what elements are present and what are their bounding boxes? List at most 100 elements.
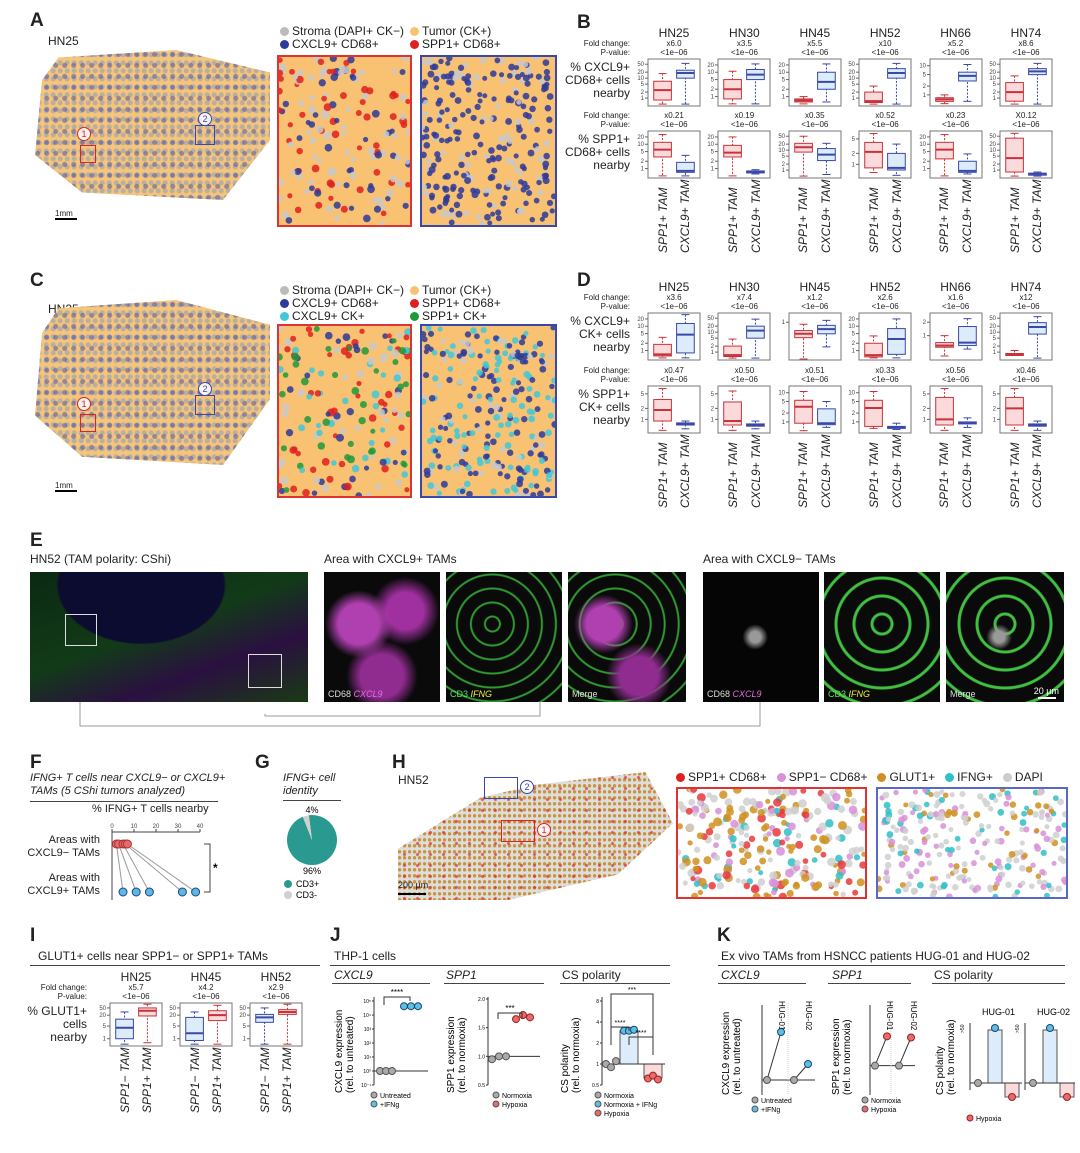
bar-ifng	[987, 1029, 1003, 1084]
cell-dot	[383, 417, 389, 423]
cell-dot	[322, 418, 330, 427]
p-value-label: P-value:	[600, 48, 630, 57]
cell-dot	[491, 96, 497, 102]
data-point-normoxia	[974, 1079, 982, 1087]
cell-dot	[474, 103, 481, 111]
patient-label: HUG-01	[885, 1001, 894, 1031]
cell-dot	[532, 442, 539, 448]
cell-dot	[460, 112, 466, 118]
panel-label-d: D	[577, 270, 591, 291]
area-box-neg[interactable]	[248, 654, 282, 688]
cell-dot	[482, 75, 488, 81]
cell-dot	[1052, 795, 1059, 802]
cell-dot	[361, 85, 369, 94]
x-axis-label: SPP1+ TAM	[140, 1047, 155, 1113]
cell-dot	[518, 402, 526, 410]
data-point-ifng	[991, 1024, 999, 1032]
cell-dot	[340, 92, 347, 100]
cell-dot	[982, 840, 988, 846]
cell-dot	[820, 792, 830, 802]
cell-dot	[440, 73, 447, 80]
legend-label: CD3-	[296, 890, 317, 900]
cell-dot	[537, 490, 544, 496]
cell-dot	[832, 881, 839, 888]
cell-dot	[512, 416, 520, 424]
y-tick-label: 50	[849, 62, 856, 68]
fold-change-value: x1.6	[948, 293, 964, 302]
inset-marker-2: 2	[520, 780, 534, 794]
cell-dot	[722, 871, 731, 880]
cell-dot	[315, 201, 323, 209]
p-value: <1e−06	[801, 48, 829, 57]
cell-dot	[1009, 810, 1016, 816]
panel-k-title: Ex vivo TAMs from HSNCC patients HUG-01 …	[721, 949, 1030, 963]
cell-dot	[771, 889, 777, 896]
legend-label: Hypoxia	[502, 1102, 527, 1109]
fold-change-value: x0.50	[734, 366, 755, 375]
cell-dot	[693, 880, 701, 887]
cell-dot	[716, 872, 723, 879]
cell-dot	[437, 424, 444, 430]
cell-dot	[504, 133, 511, 139]
pair-line	[122, 843, 150, 893]
cell-dot	[679, 862, 687, 870]
data-point-ifng	[407, 1002, 415, 1011]
legend-dot	[966, 1114, 974, 1122]
p-value-label: P-value:	[57, 992, 87, 1001]
cell-dot	[463, 480, 471, 488]
cell-dot	[549, 208, 555, 214]
cell-dot	[458, 458, 466, 466]
cell-dot	[389, 437, 397, 444]
cell-dot	[455, 129, 462, 136]
row-label: % SPP1+ CK+ cells nearby	[548, 388, 630, 427]
legend-dot	[861, 1096, 869, 1104]
cell-dot	[507, 363, 514, 371]
legend-label: CD3+	[296, 879, 319, 889]
cell-dot	[1008, 851, 1016, 858]
cell-dot	[487, 407, 495, 415]
inset-box-1[interactable]	[501, 820, 535, 842]
cell-dot	[470, 327, 477, 334]
legend-label: IFNG+	[957, 770, 993, 784]
cell-dot	[537, 155, 545, 163]
cell-dot	[511, 337, 519, 344]
cell-dot	[297, 100, 305, 107]
group-label-neg: Areas with CXCL9− TAMs	[27, 834, 100, 859]
data-point-hypoxia	[883, 1032, 891, 1041]
cell-dot	[765, 798, 771, 804]
cell-dot	[440, 480, 448, 488]
cell-dot	[427, 58, 434, 66]
cell-dot	[458, 187, 465, 194]
legend-label: Normoxia + IFNg	[604, 1102, 657, 1109]
cell-dot	[354, 425, 361, 432]
cell-dot	[479, 119, 485, 125]
inset-box-2[interactable]	[484, 777, 518, 799]
inset-box-1[interactable]	[80, 414, 96, 432]
y-tick-label: 5	[641, 332, 645, 338]
inset-box-1[interactable]	[80, 145, 96, 163]
x-axis-label: SPP1− TAM	[257, 1047, 272, 1113]
cell-dots	[279, 326, 410, 496]
cell-dot	[772, 838, 782, 848]
cell-dot	[296, 147, 303, 155]
boxplot: 1	[781, 312, 842, 361]
inset-box-2[interactable]	[195, 395, 215, 415]
cell-dot	[529, 105, 536, 113]
cell-dot	[949, 792, 955, 798]
cell-dot	[371, 109, 380, 118]
cell-dots	[422, 326, 555, 496]
data-point-hypoxia	[654, 1075, 662, 1084]
channel-label: CD3	[450, 689, 469, 699]
cell-dot	[500, 200, 507, 207]
cell-dot	[932, 832, 939, 839]
fold-change-value: x0.51	[805, 366, 825, 375]
inset-box-2[interactable]	[195, 125, 215, 145]
cell-dot	[517, 170, 523, 176]
area-box-pos[interactable]	[65, 614, 97, 646]
y-tick-label: 10	[849, 324, 856, 330]
cell-dot	[528, 482, 534, 489]
cell-dot	[297, 388, 305, 397]
cell-dot	[945, 873, 952, 879]
data-point-normoxia	[895, 1061, 903, 1070]
